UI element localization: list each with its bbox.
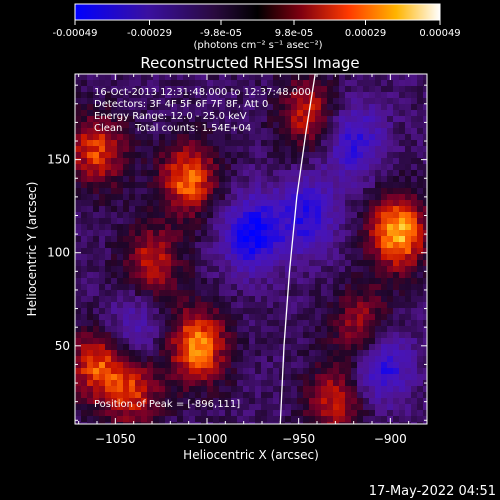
colorbar-tick-label: -9.8e-05 [200, 28, 242, 39]
x-tick-label: −1000 [187, 432, 228, 446]
colorbar-tick-label: 9.8e-05 [275, 28, 313, 39]
x-tick-label: −1050 [95, 432, 136, 446]
x-axis-label: Heliocentric X (arcsec) [183, 448, 319, 462]
plot-area: −1050 −1000 −950 −900 50 100 150 [47, 73, 428, 446]
annotation-detectors: Detectors: 3F 4F 5F 6F 7F 8F, Att 0 [94, 99, 268, 110]
x-tick-label: −900 [374, 432, 407, 446]
annotation-clean-counts: Clean Total counts: 1.54E+04 [94, 123, 251, 134]
y-axis-label: Heliocentric Y (arcsec) [25, 182, 39, 317]
colorbar: -0.00049 -0.00029 -9.8e-05 9.8e-05 0.00029 0.… [53, 3, 461, 51]
y-tick-label: 150 [47, 153, 70, 167]
colorbar-gradient [74, 3, 441, 21]
x-tick-label: −950 [282, 432, 315, 446]
peak-position-label: Position of Peak = [-896,111] [94, 399, 240, 410]
annotation-time-range: 16-Oct-2013 12:31:48.000 to 12:37:48.000 [94, 87, 311, 98]
heatmap-cells [75, 74, 427, 424]
colorbar-tick-label: -0.00029 [127, 28, 172, 39]
chart-title: Reconstructed RHESSI Image [140, 54, 359, 72]
annotation-block: 16-Oct-2013 12:31:48.000 to 12:37:48.000… [94, 87, 311, 134]
solar-limb-line [279, 74, 316, 424]
y-tick-label: 50 [55, 339, 70, 353]
colorbar-tick-label: -0.00049 [53, 28, 98, 39]
annotation-energy-range: Energy Range: 12.0 - 25.0 keV [94, 111, 247, 122]
colorbar-units: (photons cm⁻² s⁻¹ asec⁻²) [193, 40, 322, 51]
colorbar-tick-label: 0.00029 [345, 28, 386, 39]
plot-frame [74, 73, 428, 425]
colorbar-tick-label: 0.00049 [419, 28, 460, 39]
y-tick-label: 100 [47, 246, 70, 260]
footer-date: 17-May-2022 04:51 [369, 484, 496, 499]
